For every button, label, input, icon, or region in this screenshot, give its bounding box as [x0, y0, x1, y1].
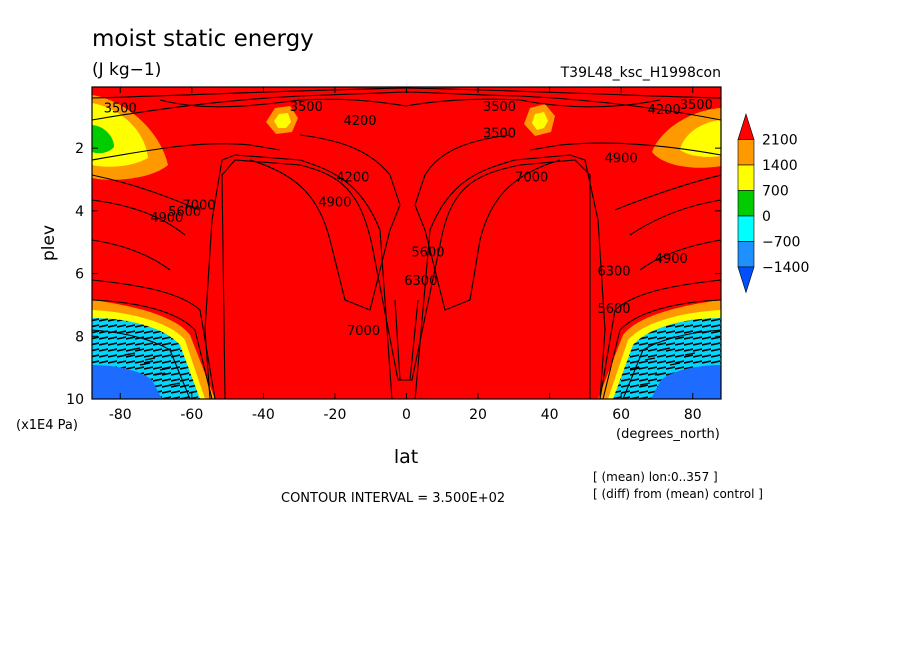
x-tick-label: -60 — [180, 407, 203, 423]
contour-label: 3500 — [483, 126, 516, 141]
colorbar-label: −700 — [762, 235, 800, 251]
x-axis: -80 -60 -40 -20 0 20 40 60 80 — [109, 87, 702, 423]
field-region-left-blue — [92, 365, 162, 399]
colorbar-segment — [737, 215, 755, 242]
contour-label: 4200 — [343, 114, 376, 129]
contour-label: 3500 — [680, 98, 713, 113]
x-tick-label: 0 — [402, 407, 411, 423]
x-tick-label: 20 — [469, 407, 487, 423]
note-mean-lon: [ (mean) lon:0..357 ] — [593, 470, 718, 484]
colorbar-top-arrow — [737, 112, 755, 140]
contour-label: 4900 — [605, 152, 638, 167]
contour-label: 7000 — [347, 324, 380, 339]
field-region-right-blue — [651, 365, 721, 399]
colorbar-bottom-arrow — [737, 266, 755, 294]
chart-title: moist static energy — [92, 26, 314, 52]
x-tick-label: 40 — [541, 407, 559, 423]
y-axis-label: plev — [39, 225, 59, 261]
y-axis-units: (x1E4 Pa) — [16, 418, 78, 433]
field-region-spot-right-core — [532, 112, 548, 130]
y-tick-label: 4 — [75, 204, 84, 220]
y-tick-label: 10 — [66, 392, 84, 408]
colorbar: 2100 1400 700 0 −700 −1400 — [737, 112, 809, 294]
colorbar-segment — [737, 241, 755, 268]
x-axis-units: (degrees_north) — [616, 427, 720, 442]
field-region-ur-yellow — [680, 120, 721, 157]
colorbar-segment — [737, 164, 755, 191]
contour-label: 4200 — [648, 103, 681, 118]
x-tick-label: 60 — [612, 407, 630, 423]
x-tick-label: 80 — [684, 407, 702, 423]
contour-label: 5600 — [411, 246, 444, 261]
field-region-ul-green — [92, 125, 114, 154]
contour-label: 3500 — [483, 100, 516, 115]
contour-label: 6300 — [404, 274, 437, 289]
contour-label: 3500 — [290, 100, 323, 115]
contour-label: 3500 — [104, 101, 137, 116]
contour-lines — [92, 87, 721, 399]
contour-interval-text: CONTOUR INTERVAL = 3.500E+02 — [281, 491, 505, 506]
x-tick-label: -80 — [109, 407, 132, 423]
colorbar-label: 1400 — [762, 158, 798, 174]
dashed-marks — [124, 347, 696, 386]
contour-label: 4900 — [318, 195, 351, 210]
chart-units: (J kg−1) — [92, 60, 161, 80]
contour-label: 4900 — [655, 252, 688, 267]
colorbar-label: 700 — [762, 184, 789, 200]
contour-label: 4900 — [150, 211, 183, 226]
contour-label: 5600 — [168, 205, 201, 220]
colorbar-label: 0 — [762, 209, 771, 225]
y-axis: 2 4 6 8 10 — [66, 141, 721, 408]
run-label: T39L48_ksc_H1998con — [560, 65, 721, 81]
colorbar-segment — [737, 139, 755, 166]
note-diff-control: [ (diff) from (mean) control ] — [593, 487, 763, 501]
x-axis-label: lat — [394, 446, 418, 468]
x-tick-label: -40 — [252, 407, 275, 423]
y-tick-label: 2 — [75, 141, 84, 157]
y-tick-label: 8 — [75, 329, 84, 345]
contour-label: 7000 — [515, 170, 548, 185]
y-tick-label: 6 — [75, 267, 84, 283]
colorbar-label: −1400 — [762, 260, 809, 276]
contour-label: 4200 — [336, 170, 369, 185]
colorbar-segment — [737, 190, 755, 217]
x-tick-label: -20 — [324, 407, 347, 423]
contour-label: 6300 — [597, 264, 630, 279]
contour-label: 5600 — [597, 302, 630, 317]
colorbar-label: 2100 — [762, 133, 798, 149]
contour-label: 7000 — [182, 199, 215, 214]
field-region-spot-left-core — [274, 113, 291, 128]
